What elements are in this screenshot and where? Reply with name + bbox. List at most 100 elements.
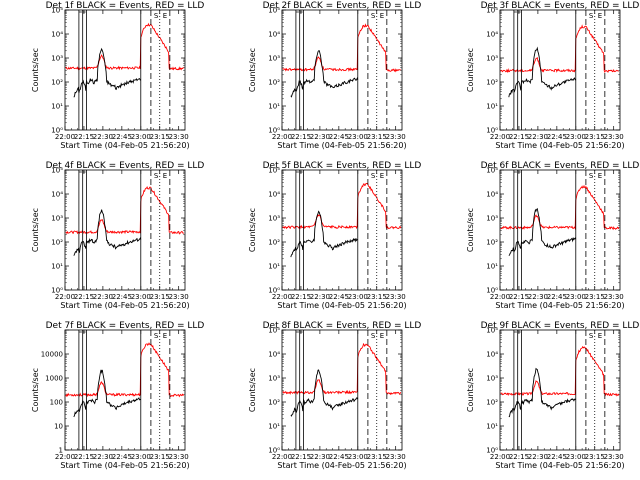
y-tick-label: 1000	[45, 375, 63, 383]
y-tick-label: 10⁰	[486, 127, 498, 135]
y-tick-label: 10⁵	[268, 7, 280, 15]
x-axis-label: Start Time (04-Feb-05 21:56:20)	[495, 461, 624, 470]
x-tick-label: 23:30	[386, 133, 406, 141]
x-tick-label: 22:00	[272, 453, 292, 461]
events-series-line	[508, 46, 576, 98]
x-tick-label: 22:45	[547, 133, 567, 141]
start-flag: S	[371, 172, 376, 180]
start-flag: S	[589, 172, 594, 180]
start-flag: S	[154, 332, 159, 340]
y-tick-label: 10¹	[486, 423, 498, 431]
x-tick-label: 23:15	[585, 293, 605, 301]
end-flag: E	[163, 172, 167, 180]
y-axis-label: Counts/sec	[466, 48, 475, 92]
events-series-line	[73, 369, 142, 418]
x-axis-label: Start Time (04-Feb-05 21:56:20)	[495, 141, 624, 150]
events-series-line	[73, 47, 141, 98]
panel-7: Det 7f BLACK = Events, RED = LLD22:0022:…	[31, 321, 204, 470]
panel-1: Det 1f BLACK = Events, RED = LLD22:0022:…	[31, 1, 204, 150]
y-tick-label: 10⁵	[486, 327, 498, 335]
y-tick-label: 10⁵	[486, 167, 498, 175]
x-tick-label: 22:45	[547, 453, 567, 461]
x-tick-label: 23:00	[566, 293, 586, 301]
x-tick-label: 23:30	[604, 133, 624, 141]
x-tick-label: 22:30	[310, 293, 330, 301]
x-tick-label: 23:15	[150, 453, 170, 461]
y-tick-label: 10³	[51, 215, 63, 223]
y-tick-label: 1	[59, 447, 63, 455]
panel-3: Det 3f BLACK = Events, RED = LLD22:0022:…	[466, 1, 639, 150]
x-tick-label: 22:45	[329, 133, 349, 141]
y-tick-label: 10¹	[268, 103, 280, 111]
end-flag: E	[380, 332, 384, 340]
x-tick-label: 22:00	[490, 453, 510, 461]
panel-title: Det 7f BLACK = Events, RED = LLD	[46, 321, 205, 331]
x-tick-label: 23:00	[348, 293, 368, 301]
events-series-line	[508, 207, 577, 256]
start-flag: S	[154, 12, 159, 20]
y-tick-label: 10³	[268, 55, 280, 63]
x-tick-label: 22:30	[528, 133, 548, 141]
y-tick-label: 10³	[268, 375, 280, 383]
y-tick-label: 10²	[51, 79, 63, 87]
y-tick-label: 10⁰	[51, 127, 63, 135]
y-axis-label: Counts/sec	[31, 48, 40, 92]
panel-title: Det 5f BLACK = Events, RED = LLD	[263, 161, 422, 171]
events-series-line	[290, 369, 359, 417]
x-tick-label: 23:15	[367, 453, 387, 461]
x-tick-label: 22:30	[310, 453, 330, 461]
y-tick-label: 10⁴	[51, 31, 63, 39]
lld-series-line	[500, 184, 620, 231]
end-flag: E	[598, 172, 602, 180]
y-tick-label: 10	[54, 423, 63, 431]
y-tick-label: 10⁴	[268, 351, 280, 359]
plot-frame	[281, 169, 403, 291]
x-tick-label: 23:30	[604, 293, 624, 301]
x-tick-label: 22:45	[547, 293, 567, 301]
y-tick-label: 10²	[51, 239, 63, 247]
y-tick-label: 10⁰	[268, 447, 280, 455]
start-flag: S	[371, 332, 376, 340]
x-axis-label: Start Time (04-Feb-05 21:56:20)	[277, 301, 406, 310]
y-tick-label: 10²	[486, 399, 498, 407]
plot-frame	[64, 9, 186, 131]
x-tick-label: 22:45	[329, 453, 349, 461]
events-series-line	[290, 50, 359, 98]
x-tick-label: 23:00	[131, 453, 151, 461]
lld-series-line	[282, 342, 402, 396]
panel-title: Det 6f BLACK = Events, RED = LLD	[481, 161, 640, 171]
x-axis-label: Start Time (04-Feb-05 21:56:20)	[60, 141, 189, 150]
y-axis-label: Counts/sec	[466, 368, 475, 412]
y-tick-label: 10¹	[486, 263, 498, 271]
end-flag: E	[163, 12, 167, 20]
x-tick-label: 23:30	[386, 453, 406, 461]
end-flag: E	[598, 12, 602, 20]
plot-frame	[281, 9, 403, 131]
x-tick-label: 23:30	[386, 293, 406, 301]
x-tick-label: 22:30	[93, 453, 113, 461]
plot-frame	[499, 329, 621, 451]
x-tick-label: 23:15	[150, 133, 170, 141]
y-tick-label: 10²	[268, 399, 280, 407]
x-tick-label: 22:15	[291, 293, 311, 301]
y-tick-label: 10³	[486, 375, 498, 383]
lld-series-line	[65, 342, 185, 398]
y-tick-label: 10⁰	[486, 287, 498, 295]
x-tick-label: 23:15	[150, 293, 170, 301]
y-tick-label: 100	[50, 399, 63, 407]
y-tick-label: 10⁵	[268, 167, 280, 175]
y-axis-label: Counts/sec	[31, 368, 40, 412]
y-tick-label: 10³	[268, 215, 280, 223]
x-tick-label: 22:45	[329, 293, 349, 301]
panel-title: Det 3f BLACK = Events, RED = LLD	[481, 1, 640, 11]
x-axis-label: Start Time (04-Feb-05 21:56:20)	[277, 461, 406, 470]
events-series-line	[508, 367, 577, 418]
y-tick-label: 10⁵	[486, 7, 498, 15]
x-axis-label: Start Time (04-Feb-05 21:56:20)	[60, 461, 189, 470]
y-tick-label: 10¹	[268, 263, 280, 271]
x-tick-label: 22:00	[272, 293, 292, 301]
y-tick-label: 10³	[486, 215, 498, 223]
x-tick-label: 22:15	[509, 453, 529, 461]
panel-9: Det 9f BLACK = Events, RED = LLD22:0022:…	[466, 321, 639, 470]
x-tick-label: 22:15	[74, 293, 94, 301]
